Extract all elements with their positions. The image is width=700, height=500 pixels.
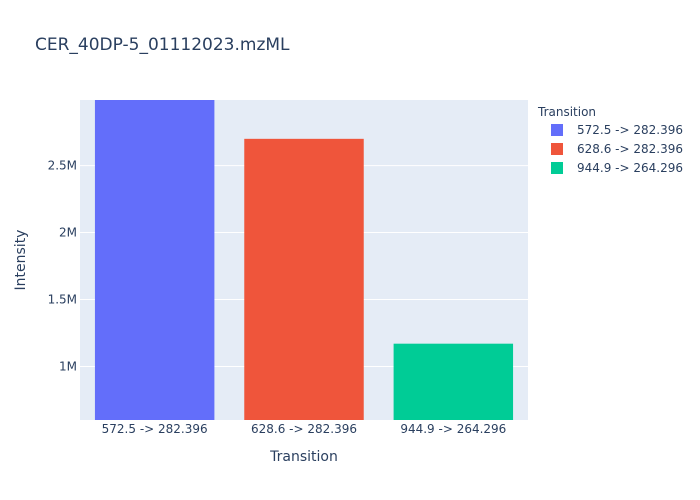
legend-swatch [551,143,563,155]
bar [244,138,364,421]
x-axis-ticks: 572.5 -> 282.396 628.6 -> 282.396 944.9 ->… [102,422,507,436]
x-tick-label: 944.9 -> 264.296 [400,422,506,436]
y-axis-ticks: 1M 1.5M 2M 2.5M [48,159,77,374]
y-tick-label: 2.5M [48,159,77,173]
x-tick-label: 628.6 -> 282.396 [251,422,357,436]
legend-swatch [551,162,563,174]
bar [393,343,514,420]
legend-label: 628.6 -> 282.396 [577,142,683,156]
bars [94,100,514,421]
legend-label: 944.9 -> 264.296 [577,161,683,175]
legend-swatch [551,124,563,136]
y-axis-title: Intensity [13,230,29,291]
legend-title: Transition [537,105,596,119]
legend-label: 572.5 -> 282.396 [577,123,683,137]
x-axis-title: Transition [269,449,338,465]
y-tick-label: 1M [59,359,77,373]
bar [94,100,215,420]
chart-title: CER_40DP-5_01112023.mzML [35,35,290,55]
y-tick-label: 1.5M [48,292,77,306]
legend: Transition 572.5 -> 282.396 628.6 -> 282.… [537,105,683,175]
y-tick-label: 2M [59,226,77,240]
x-tick-label: 572.5 -> 282.396 [102,422,208,436]
